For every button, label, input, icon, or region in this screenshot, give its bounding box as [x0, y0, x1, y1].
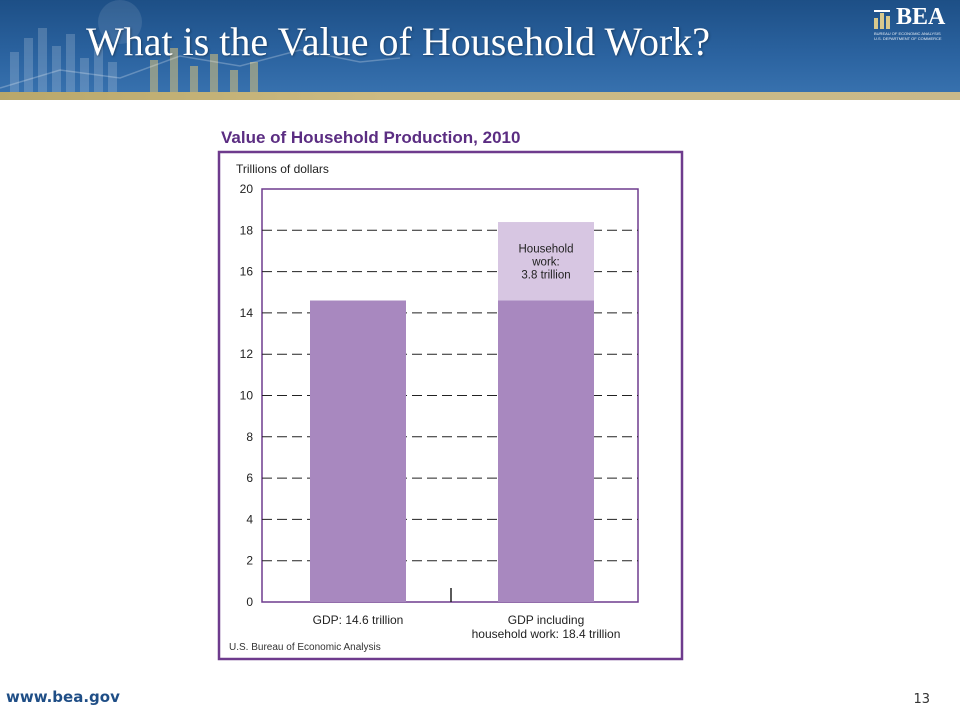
y-tick-label: 8	[246, 430, 253, 444]
y-tick-label: 20	[240, 182, 254, 196]
y-axis-label: Trillions of dollars	[236, 162, 329, 176]
y-tick-label: 14	[240, 306, 254, 320]
slide-title: What is the Value of Household Work?	[86, 19, 711, 64]
banner-gold-stripe	[0, 92, 960, 100]
annotation-household-work: work:	[531, 256, 559, 268]
y-tick-label: 2	[246, 554, 253, 568]
y-tick-label: 16	[240, 265, 254, 279]
chart-outer-frame	[217, 150, 684, 661]
y-tick-label: 6	[246, 471, 253, 485]
bar-gdp-segment	[310, 300, 406, 602]
bea-logo: BEA BUREAU OF ECONOMIC ANALYSIS U.S. DEP…	[872, 4, 952, 41]
y-tick-label: 18	[240, 223, 254, 237]
bea-logo-subtitle: BUREAU OF ECONOMIC ANALYSIS	[874, 31, 941, 36]
annotation-household-work: 3.8 trillion	[521, 269, 570, 281]
bar-gdp-segment	[498, 300, 594, 602]
y-tick-label: 0	[246, 595, 253, 609]
bea-logo-text: BEA	[896, 4, 946, 30]
bea-logo-mark-icon	[874, 10, 890, 29]
footer-url[interactable]: www.bea.gov	[6, 688, 120, 706]
chart-title: Value of Household Production, 2010	[221, 128, 520, 147]
y-tick-label: 10	[240, 389, 254, 403]
y-tick-label: 4	[246, 512, 253, 526]
chart-source: U.S. Bureau of Economic Analysis	[229, 642, 381, 653]
header-banner: What is the Value of Household Work? BEA…	[0, 0, 960, 100]
bea-logo-department: U.S. DEPARTMENT OF COMMERCE	[874, 36, 942, 41]
x-category-label: GDP: 14.6 trillion	[313, 613, 404, 627]
y-tick-label: 12	[240, 347, 254, 361]
bar-household-work-segment	[498, 222, 594, 301]
banner-decoration	[0, 0, 400, 92]
x-category-label: GDP including	[508, 613, 585, 627]
annotation-household-work: Household	[519, 243, 574, 255]
x-category-label: household work: 18.4 trillion	[472, 627, 621, 641]
page-number: 13	[913, 692, 930, 707]
